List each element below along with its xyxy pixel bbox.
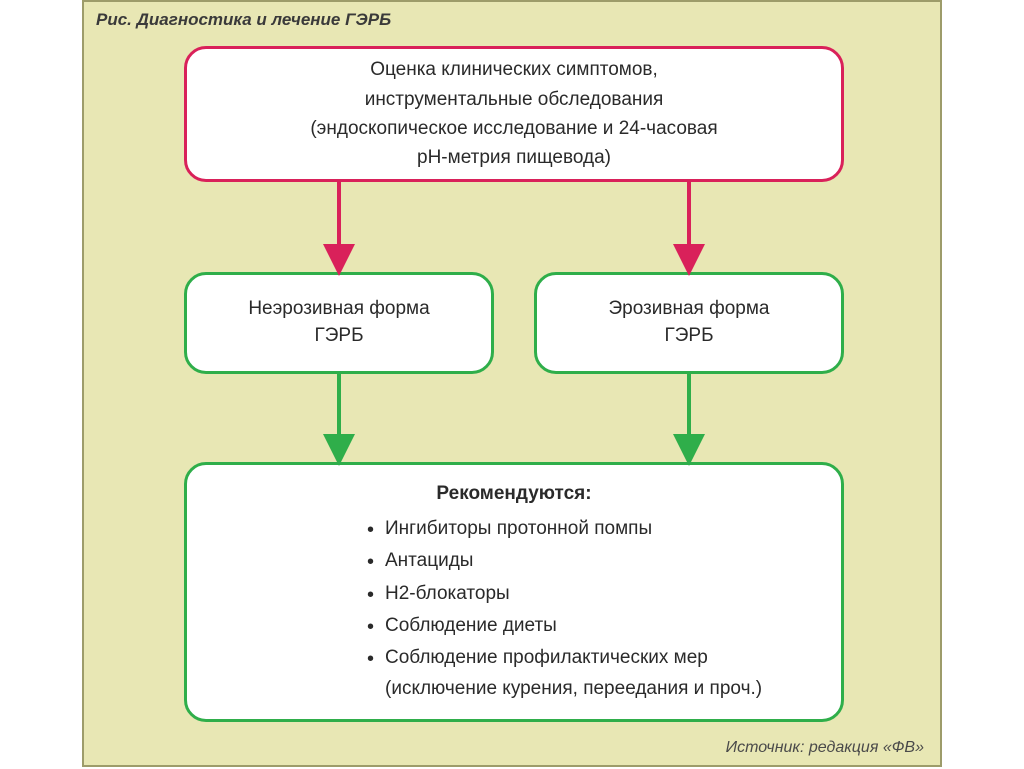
rec-item-5: Соблюдение профилактических мер (367, 642, 708, 674)
erosive-line-1: Эрозивная форма (608, 296, 769, 323)
non-erosive-line-1: Неэрозивная форма (248, 296, 429, 323)
rec-item-3: H2-блокаторы (367, 578, 708, 610)
recommendations-title: Рекомендуются: (436, 483, 591, 505)
erosive-line-2: ГЭРБ (664, 323, 713, 350)
rec-item-4: Соблюдение диеты (367, 610, 708, 642)
node-non-erosive: Неэрозивная форма ГЭРБ (184, 272, 494, 374)
recommendations-list: Ингибиторы протонной помпы Антациды H2-б… (367, 513, 708, 674)
recommendations-note: (исключение курения, переедания и проч.) (367, 674, 762, 704)
non-erosive-line-2: ГЭРБ (314, 323, 363, 350)
assessment-line-3: (эндоскопическое исследование и 24-часов… (310, 114, 717, 143)
diagram-frame: Рис. Диагностика и лечение ГЭРБ Оценка к… (82, 0, 942, 767)
source-attribution: Источник: редакция «ФВ» (726, 739, 924, 757)
node-assessment: Оценка клинических симптомов, инструмент… (184, 46, 844, 182)
rec-item-2: Антациды (367, 545, 708, 577)
rec-item-1: Ингибиторы протонной помпы (367, 513, 708, 545)
node-erosive: Эрозивная форма ГЭРБ (534, 272, 844, 374)
assessment-line-1: Оценка клинических симптомов, (370, 55, 658, 84)
assessment-line-4: pH-метрия пищевода) (417, 143, 611, 172)
diagram-title: Рис. Диагностика и лечение ГЭРБ (96, 10, 391, 30)
assessment-line-2: инструментальные обследования (365, 85, 664, 114)
node-recommendations: Рекомендуются: Ингибиторы протонной помп… (184, 462, 844, 722)
